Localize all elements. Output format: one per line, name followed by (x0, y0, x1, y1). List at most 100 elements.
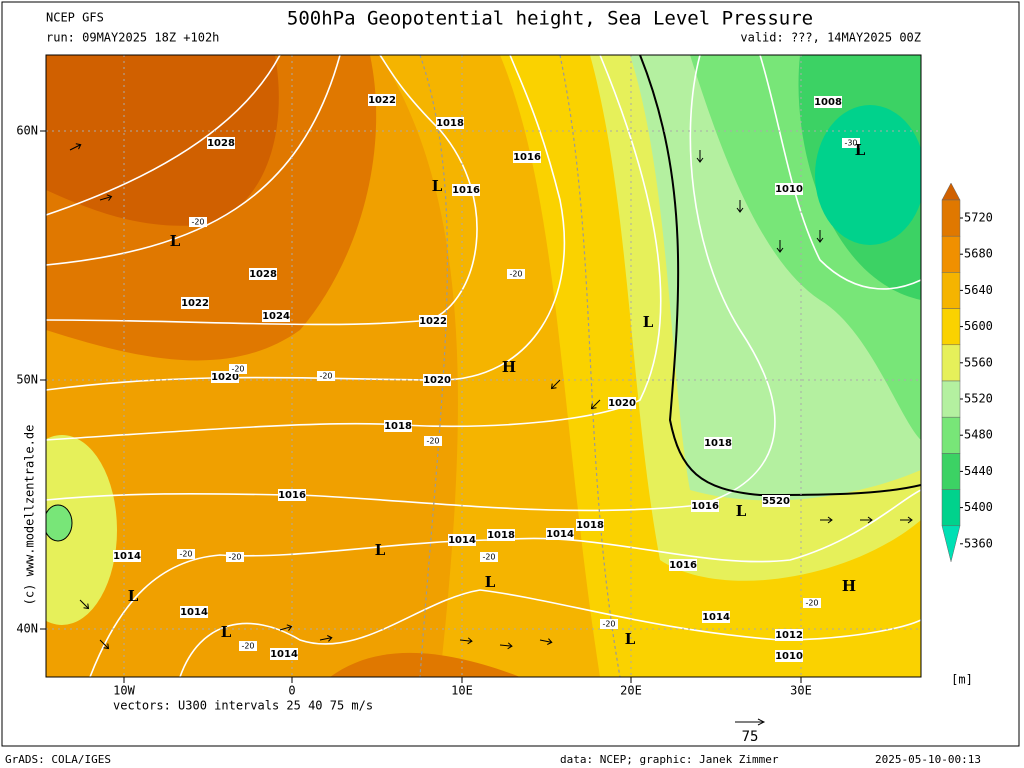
pressure-center: L (855, 141, 866, 159)
colorbar-tick-label: 5680 (964, 247, 993, 261)
isobar-label-box (546, 528, 574, 540)
isobar-label: 1016 (278, 490, 306, 501)
wind-label: -20 (426, 437, 439, 446)
colorbar-tick-label: 5480 (964, 428, 993, 442)
isobar-label: 1018 (704, 438, 732, 449)
isobar-label: 1014 (448, 535, 476, 546)
isobar-label-box (702, 611, 730, 623)
pressure-center: L (625, 630, 636, 648)
ref-vector-head (757, 718, 766, 726)
isobar-label-box (487, 529, 515, 541)
ref-vector-label: 75 (742, 729, 759, 745)
isobar-label-box (249, 268, 277, 280)
map-axes: 60N 50N 40N 10W 0 10E 20E 30E (16, 124, 812, 698)
pressure-center: L (643, 313, 654, 331)
pressure-center: L (375, 541, 386, 559)
lon-label: 20E (620, 684, 642, 698)
isobar-label: 1022 (368, 95, 396, 106)
colorbar-segment (941, 344, 961, 382)
isobar-label-box (513, 151, 541, 163)
wind-label-box (424, 436, 442, 446)
colorbar-tick-label: 5720 (964, 211, 993, 225)
colorbar-segment (941, 199, 961, 237)
wind-label: -20 (602, 620, 615, 629)
isobar-label-box (775, 629, 803, 641)
pressure-center: H (842, 577, 856, 595)
colorbar: 5720 5680 5640 5600 5560 5520 5480 5440 5400 5360 (941, 182, 993, 562)
isobar-label: 1018 (487, 530, 515, 541)
wind-arrow (99, 194, 113, 201)
isobar-label: 1024 (262, 311, 290, 322)
wind-label-box (189, 217, 207, 227)
field-5720 (46, 55, 279, 226)
software: GrADS: COLA/IGES (5, 753, 111, 766)
isobar-label: 1014 (546, 529, 574, 540)
lat-label: 60N (16, 124, 38, 138)
wind-arrow (459, 637, 473, 645)
wind-label: -20 (228, 553, 241, 562)
isobar-label-box (436, 117, 464, 129)
wind-label-box (842, 138, 860, 148)
isobar (46, 55, 478, 326)
isobar-label: 1020 (608, 398, 636, 409)
isobar-label-box (669, 559, 697, 571)
colorbar-tick-label: 5440 (964, 464, 993, 478)
wind-label: -20 (241, 642, 254, 651)
colorbar-tick-label: 5640 (964, 283, 993, 297)
wind-label-box (317, 371, 335, 381)
isobar-label: 1010 (775, 184, 803, 195)
lon-label: 10W (113, 684, 135, 698)
colorbar-segment (941, 308, 961, 346)
field-5520-west (46, 435, 117, 625)
thickness-line (559, 55, 621, 677)
colorbar-segment (941, 416, 961, 454)
isobar-label: 1018 (576, 520, 604, 531)
colorbar-segment (941, 380, 961, 418)
isobar-label-box (448, 534, 476, 546)
isobar-label-box (608, 397, 636, 409)
isobar (46, 55, 776, 512)
wind-label-box (177, 549, 195, 559)
contour-5520 (639, 55, 921, 497)
pressure-center: L (432, 177, 443, 195)
isobar-label-box (452, 184, 480, 196)
isobar-label-box (262, 310, 290, 322)
isobar-label: 1016 (452, 185, 480, 196)
colorbar-bottom (941, 525, 961, 562)
pressure-center: L (485, 573, 496, 591)
map-area: 1022 1018 1016 1008 1028 1016 1010 1028 1022 1024… (46, 55, 921, 677)
isobar-label: 1028 (249, 269, 277, 280)
isobar-label-box (207, 137, 235, 149)
isobar-label-box (704, 437, 732, 449)
isobar-label-box (419, 315, 447, 327)
lon-label: 30E (790, 684, 812, 698)
lat-label: 50N (16, 373, 38, 387)
colorbar-segment (941, 453, 961, 490)
wind-arrow (539, 638, 553, 645)
isobar-label: 1018 (436, 118, 464, 129)
wind-arrow (99, 639, 110, 650)
wind-arrow (736, 200, 744, 213)
watermark: (c) www.modellzentrale.de (23, 425, 37, 606)
colorbar-tick-label: 5360 (964, 536, 993, 550)
isobar-label-box (270, 648, 298, 660)
isobar-label: 1016 (669, 560, 697, 571)
field-5440-west (46, 504, 73, 542)
isobar-label-box (576, 519, 604, 531)
wind-label: -20 (319, 372, 332, 381)
isobar-label-box (423, 374, 451, 386)
pressure-center: L (221, 623, 232, 641)
colorbar-segment (941, 235, 961, 273)
isobar (46, 55, 662, 441)
colorbar-tick-label: 5600 (964, 319, 993, 333)
wind-arrow (696, 150, 704, 163)
isobar-label-box (113, 550, 141, 562)
field-5680-south (330, 652, 520, 677)
isobar-label: 1020 (423, 375, 451, 386)
timestamp: 2025-05-10-00:13 (875, 753, 981, 766)
isobar-label: 1016 (513, 152, 541, 163)
isobar-label: 1016 (691, 501, 719, 512)
valid-time: valid: ???, 14MAY2025 00Z (740, 31, 921, 45)
isobar-label: 1014 (270, 649, 298, 660)
isobar-label: 1008 (814, 97, 842, 108)
